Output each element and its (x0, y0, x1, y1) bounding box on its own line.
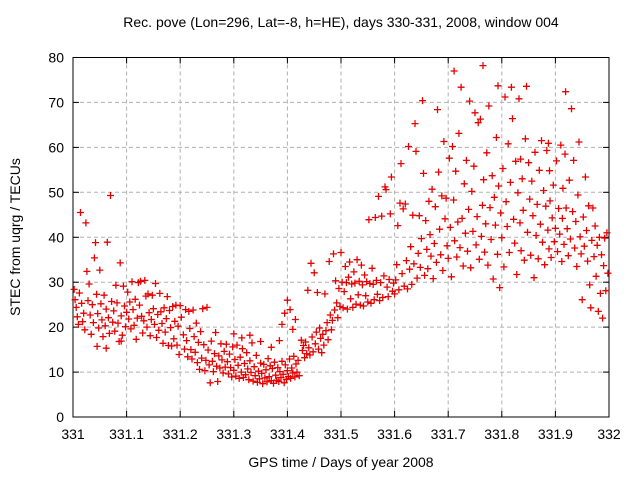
x-tick-label: 331.9 (538, 426, 573, 442)
x-tick-label: 331 (61, 426, 85, 442)
x-tick-label: 331.5 (323, 426, 358, 442)
data-points (70, 62, 612, 388)
x-tick-labels: 331 331.1 331.2 331.3 331.4 331.5 331.6 331.7 33… (61, 426, 621, 442)
gridlines (73, 57, 609, 417)
x-tick-label: 331.7 (431, 426, 466, 442)
x-tick-label: 331.8 (484, 426, 519, 442)
x-axis-label: GPS time / Days of year 2008 (248, 454, 433, 470)
x-tick-label: 331.4 (270, 426, 305, 442)
x-tick-label: 331.6 (377, 426, 412, 442)
y-axis-label: STEC from uqrg / TECUs (7, 158, 23, 316)
y-tick-label: 40 (48, 229, 64, 245)
chart-title: Rec. pove (Lon=296, Lat=-8, h=HE), days … (123, 14, 559, 30)
y-tick-label: 30 (48, 274, 64, 290)
y-tick-label: 80 (48, 50, 64, 66)
x-tick-label: 332 (597, 426, 621, 442)
x-tick-label: 331.3 (216, 426, 251, 442)
y-tick-label: 10 (48, 364, 64, 380)
y-tick-label: 60 (48, 139, 64, 155)
plot-border (72, 57, 610, 418)
y-tick-label: 0 (56, 409, 64, 425)
x-tick-label: 331.1 (109, 426, 144, 442)
x-tick-label: 331.2 (163, 426, 198, 442)
y-tick-label: 50 (48, 184, 64, 200)
y-tick-labels: 0 10 20 30 40 50 60 70 80 (48, 50, 64, 426)
y-tick-label: 20 (48, 319, 64, 335)
y-tick-label: 70 (48, 94, 64, 110)
